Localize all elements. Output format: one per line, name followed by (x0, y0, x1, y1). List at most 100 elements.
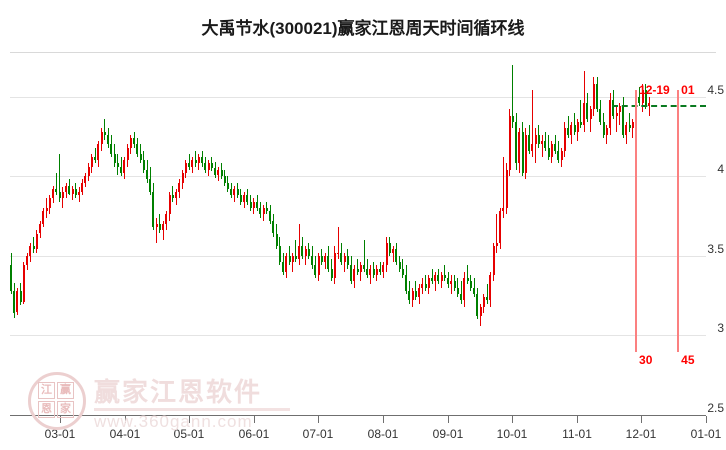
candle-wick (629, 112, 630, 132)
candle-wick (56, 173, 57, 196)
candle-body (55, 188, 57, 193)
gridline (10, 176, 706, 178)
candle-body (68, 185, 70, 194)
candle-body (405, 274, 407, 291)
candle-body (512, 115, 514, 123)
candle-body (473, 287, 475, 294)
candle-body (616, 112, 618, 116)
candle-body (246, 195, 248, 202)
candle-body (224, 176, 226, 183)
candle-wick (619, 102, 620, 126)
candle-body (463, 278, 465, 301)
candle-body (340, 252, 342, 263)
candle-wick (104, 118, 105, 140)
candle-body (136, 144, 138, 154)
candle-body (331, 268, 333, 279)
candle-body (379, 268, 381, 272)
candle-body (130, 137, 132, 148)
candle-body (26, 255, 28, 266)
candle-wick (295, 239, 296, 263)
candle-body (279, 246, 281, 263)
candle-body (551, 144, 553, 158)
x-axis-tick (641, 416, 642, 423)
candle-body (603, 122, 605, 135)
x-axis-label: 05-01 (173, 427, 205, 441)
candle-body (548, 147, 550, 158)
candle-body (483, 297, 485, 307)
x-axis-label: 07-01 (302, 427, 334, 441)
candle-body (386, 243, 388, 266)
x-axis-label: 11-01 (562, 427, 592, 441)
candle-body (428, 278, 430, 288)
candle-body (441, 274, 443, 282)
candle-body (198, 157, 200, 164)
candle-body (91, 157, 93, 167)
x-axis-tick (189, 416, 190, 423)
candle-body (366, 268, 368, 275)
y-axis-label: 3.5 (707, 241, 724, 256)
candle-body (33, 246, 35, 250)
candle-body (49, 198, 51, 209)
candle-body (515, 122, 517, 164)
candle-body (360, 265, 362, 272)
candle-body (211, 163, 213, 169)
candle-body (308, 249, 310, 256)
candle-body (237, 188, 239, 196)
candle-body (243, 195, 245, 202)
candle-body (541, 141, 543, 145)
candle-body (272, 220, 274, 234)
candle-body (369, 268, 371, 275)
gann-cycle-count-label: 45 (681, 353, 695, 367)
candle-body (580, 122, 582, 126)
candle-body (172, 195, 174, 199)
candle-body (97, 144, 99, 161)
candle-body (191, 160, 193, 167)
gann-date-label: 01 (681, 83, 695, 97)
candle-body (52, 188, 54, 199)
candle-body (609, 99, 611, 129)
candle-body (208, 163, 210, 170)
candle-wick (616, 106, 617, 132)
chart-plot-area[interactable]: 4.5 4 3.5 3 2.5 12-19 30 01 45 (0, 52, 726, 415)
candle-body (496, 243, 498, 247)
candle-body (162, 223, 164, 231)
candle-body (42, 211, 44, 224)
candle-body (561, 150, 563, 161)
candle-body (178, 182, 180, 193)
candle-body (499, 211, 501, 244)
candle-body (327, 255, 329, 269)
overlay-layer: 12-19 30 01 45 (0, 52, 726, 415)
candle-body (123, 160, 125, 173)
candle-body (480, 306, 482, 317)
candle-wick (432, 268, 433, 285)
candle-wick (59, 153, 60, 202)
x-axis-tick (706, 416, 707, 423)
candle-body (301, 246, 303, 256)
candle-body (39, 223, 41, 234)
candle-body (399, 262, 401, 269)
candle-wick (467, 265, 468, 285)
candle-body (460, 294, 462, 301)
candle-body (253, 201, 255, 209)
candle-body (434, 274, 436, 282)
candle-body (114, 153, 116, 164)
candle-body (140, 153, 142, 161)
candle-body (554, 144, 556, 151)
candle-wick (461, 281, 462, 304)
candle-body (227, 182, 229, 189)
candle-body (564, 128, 566, 151)
candlestick-layer (0, 52, 726, 415)
gann-cycle-line[interactable] (677, 90, 680, 352)
candle-body (269, 211, 271, 221)
candle-body (285, 255, 287, 272)
candle-body (535, 134, 537, 145)
y-axis-label: 3 (717, 321, 724, 336)
candle-body (23, 265, 25, 302)
candle-body (528, 134, 530, 151)
grid-layer: 4.5 4 3.5 3 2.5 (0, 52, 726, 415)
candle-body (217, 169, 219, 175)
gann-cycle-line[interactable] (635, 90, 638, 352)
candle-wick (496, 214, 497, 253)
candle-body (175, 192, 177, 199)
